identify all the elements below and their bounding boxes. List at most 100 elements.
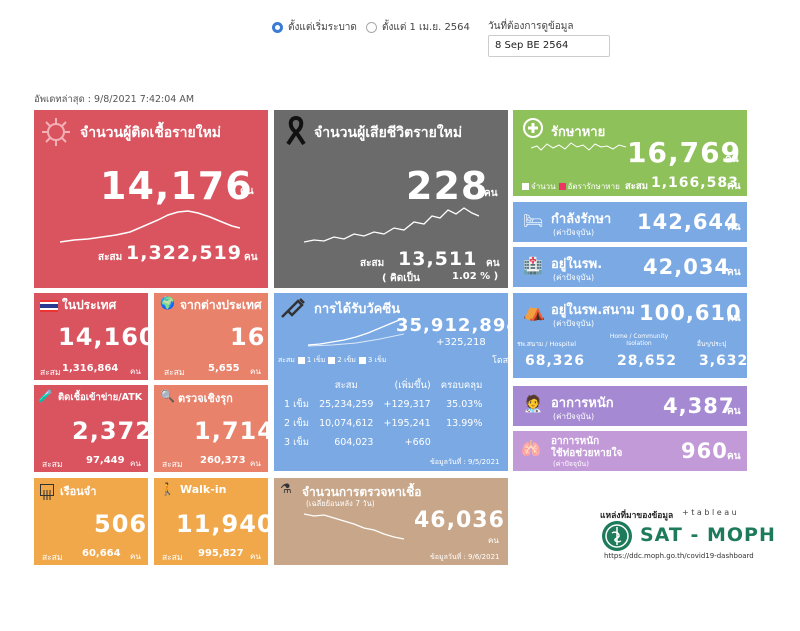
treating-card[interactable]: 🛏 กำลังรักษา (ค่าปัจจุบัน) 142,644 คน <box>513 202 747 242</box>
recovered-sparkline <box>531 142 626 151</box>
new-cases-value: 14,176 <box>100 164 253 208</box>
severe-card[interactable]: 🧑‍⚕️ อาการหนัก (ค่าปัจจุบัน) 4,387 คน <box>513 386 747 426</box>
card-title: จำนวนผู้ติดเชื้อรายใหม่ <box>80 125 222 141</box>
new-cases-card[interactable]: จำนวนผู้ติดเชื้อรายใหม่ 14,176 คน สะสม 1… <box>34 110 268 288</box>
active-search-card[interactable]: 🔍 ตรวจเชิงรุก 1,714 สะสม 260,373 คน <box>154 385 268 472</box>
card-title: จำนวนผู้เสียชีวิตรายใหม่ <box>314 125 463 141</box>
deaths-sparkline <box>304 207 479 243</box>
cum-label: สะสม <box>98 252 123 263</box>
cum-label: สะสม <box>162 553 183 563</box>
c2-value: 28,652 <box>617 353 678 369</box>
domestic-value: 14,160 <box>58 323 148 351</box>
walkin-card[interactable]: 🚶 Walk-in 11,940 สะสม 995,827 คน <box>154 478 268 565</box>
card-title: จำนวนการตรวจหาเชื้อ <box>302 485 422 499</box>
c1-label: รพ.สนาม / Hospitel <box>517 340 577 348</box>
table-row: 3 เข็ม 604,023 +660 <box>284 437 431 448</box>
unit-label: คน <box>486 258 500 269</box>
card-title: รักษาหาย <box>551 125 606 140</box>
imported-card[interactable]: 🌍 จากต่างประเทศ 16 สะสม 5,655 คน <box>154 293 268 380</box>
table-header-row: สะสม (เพิ่มขึ้น) ครอบคลุม <box>334 380 483 391</box>
active-search-cum: 260,373 <box>200 455 246 466</box>
c3-value: 3,632 <box>699 353 747 369</box>
cum-label: สะสม <box>42 553 63 563</box>
unit-label: คน <box>130 459 141 468</box>
pct-value: 1.02 % ) <box>452 271 499 282</box>
test-kit-icon: 🧪 <box>38 389 53 403</box>
walkin-cum: 995,827 <box>198 548 244 559</box>
ventilator-card[interactable]: 🫁 อาการหนัก ใช้ท่อช่วยหายใจ (ค่าปัจจุบัน… <box>513 431 747 471</box>
unit-label: คน <box>727 222 741 233</box>
unit-label: คน <box>727 451 741 462</box>
tests-value: 46,036 <box>414 508 505 533</box>
radio-since-april[interactable]: ตั้งแต่ 1 เม.ย. 2564 <box>366 20 470 35</box>
cum-label: สะสม <box>42 460 63 470</box>
radio-label: ตั้งแต่เริ่มระบาด <box>288 22 357 33</box>
cum-label: สะสม <box>40 368 61 378</box>
card-title: อาการหนัก <box>551 436 600 447</box>
prison-card[interactable]: เรือนจำ 506 สะสม 60,664 คน <box>34 478 148 565</box>
hospital-icon: 🏥 <box>523 256 543 275</box>
ventilator-icon: 🫁 <box>521 439 541 458</box>
atk-value: 2,372 <box>72 417 148 445</box>
card-sub: (ค่าปัจจุบัน) <box>553 319 595 328</box>
domestic-cum: 1,316,864 <box>62 363 119 374</box>
vaccine-dose-table: สะสม (เพิ่มขึ้น) ครอบคลุม 1 เข็ม 25,234,259… <box>278 375 488 453</box>
lab-icon: ⚗ <box>280 482 292 497</box>
unit-label: คน <box>488 536 499 545</box>
card-title: ตรวจเชิงรุก <box>178 392 233 405</box>
prison-icon <box>40 484 54 500</box>
atk-cum: 97,449 <box>86 455 125 466</box>
unit-label: คน <box>244 252 258 263</box>
source-url[interactable]: https://ddc.moph.go.th/covid19-dashboard <box>604 552 754 560</box>
card-title: ในประเทศ <box>62 298 117 312</box>
tableau-logo: + t a b l e a u <box>682 508 737 517</box>
card-title: อยู่ในรพ. <box>551 257 603 272</box>
cum-label: สะสม <box>164 368 185 378</box>
card-title: กำลังรักษา <box>551 212 612 227</box>
radio-selected-icon <box>272 22 283 33</box>
card-title: จากต่างประเทศ <box>180 298 262 312</box>
radio-unselected-icon <box>366 22 377 33</box>
plus-icon <box>523 118 543 138</box>
recovered-card[interactable]: รักษาหาย 16,769 คน จำนวน อัตรารักษาหาย สะ… <box>513 110 747 196</box>
field-hospital-card[interactable]: ⛺ อยู่ในรพ.สนาม (ค่าปัจจุบัน) 100,610 คน… <box>513 293 747 378</box>
vaccine-card[interactable]: การได้รับวัคซีน 35,912,894 +325,218 โดส … <box>274 293 508 471</box>
as-of-date: ข้อมูลวันที่ : 9/6/2021 <box>430 553 500 561</box>
date-input[interactable]: 8 Sep BE 2564 <box>488 35 610 57</box>
ventilator-value: 960 <box>681 439 728 463</box>
domestic-card[interactable]: ในประเทศ 14,160 สะสม 1,316,864 คน <box>34 293 148 380</box>
vaccine-sparkline <box>308 317 404 347</box>
virus-icon <box>40 116 72 148</box>
atk-card[interactable]: 🧪 ติดเชื้อเข้าข่าย/ATK 2,372 สะสม 97,449… <box>34 385 148 472</box>
deaths-card[interactable]: จำนวนผู้เสียชีวิตรายใหม่ 228 คน สะสม 13,… <box>274 110 508 288</box>
vaccine-total: 35,912,894 <box>396 315 508 336</box>
globe-icon: 🌍 <box>160 296 175 310</box>
cum-label: สะสม <box>162 460 183 470</box>
card-sub: (เฉลี่ยย้อนหลัง 7 วัน) <box>306 499 375 508</box>
unit-label: คน <box>130 552 141 561</box>
hospital-value: 42,034 <box>643 255 731 279</box>
prison-value: 506 <box>94 510 148 538</box>
c2-label: Home / Community Isolation <box>609 333 669 347</box>
radio-since-outbreak[interactable]: ตั้งแต่เริ่มระบาด <box>272 20 357 35</box>
deaths-value: 228 <box>406 164 489 208</box>
ribbon-icon <box>284 115 308 146</box>
hospital-card[interactable]: 🏥 อยู่ในรพ. (ค่าปัจจุบัน) 42,034 คน <box>513 247 747 287</box>
bed-icon: 🛏 <box>523 211 544 230</box>
c1-value: 68,326 <box>525 353 586 369</box>
unit-label: คน <box>130 367 141 376</box>
org-name: SAT - MOPH <box>640 524 776 546</box>
card-title: อยู่ในรพ.สนาม <box>551 303 635 318</box>
dose-unit: โดส <box>492 356 508 366</box>
unit-label: คน <box>250 459 261 468</box>
thai-flag-icon <box>40 297 58 312</box>
syringe-icon <box>280 297 306 319</box>
tests-card[interactable]: ⚗ จำนวนการตรวจหาเชื้อ (เฉลี่ยย้อนหลัง 7 … <box>274 478 508 565</box>
recovered-value: 16,769 <box>627 136 742 169</box>
card-sub: (ค่าปัจจุบัน) <box>553 228 595 237</box>
unit-label: คน <box>250 367 261 376</box>
treating-value: 142,644 <box>637 210 740 234</box>
magnifier-icon: 🔍 <box>160 389 175 403</box>
pct-label: ( คิดเป็น <box>382 273 420 284</box>
last-updated: อัพเดทล่าสุด : 9/8/2021 7:42:04 AM <box>34 94 195 105</box>
